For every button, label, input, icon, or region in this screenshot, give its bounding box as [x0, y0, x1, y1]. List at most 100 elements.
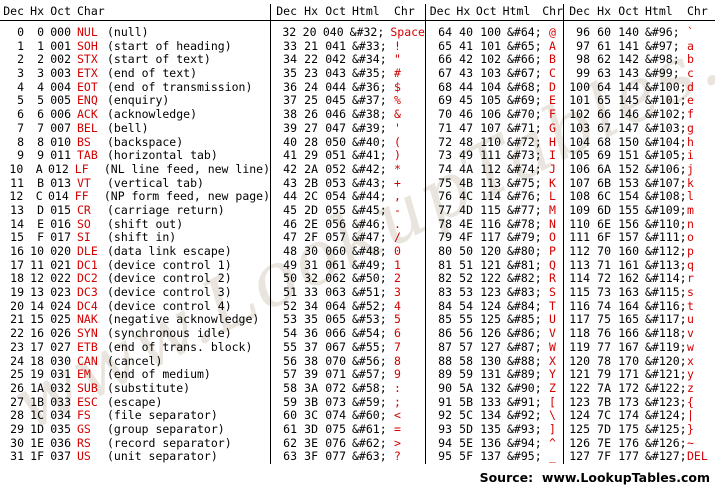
column-header-hx: Hx	[456, 4, 471, 18]
oct-cell: 101	[480, 38, 501, 53]
ascii-row: 1 1 001 SOH (start of heading)	[0, 38, 270, 54]
ascii-row: 85 55 125 &#85; U	[426, 313, 563, 327]
abbr-cell: ETX	[77, 66, 98, 81]
chr-cell: 0	[394, 244, 401, 258]
oct-cell: 133	[480, 394, 501, 409]
ascii-row: 116 74 164 &#116; t	[564, 298, 715, 314]
dec-cell: 107	[569, 175, 590, 190]
chr-cell: O	[549, 230, 556, 245]
dec-cell: 40	[283, 134, 297, 149]
hx-cell: 74	[597, 298, 611, 313]
desc-cell: (null)	[107, 25, 149, 39]
chr-cell: U	[549, 312, 556, 327]
html-cell: &#45;	[352, 202, 387, 217]
oct-cell: 131	[480, 367, 501, 382]
oct-cell: 163	[618, 285, 639, 300]
dec-cell: 70	[438, 107, 452, 122]
oct-cell: 077	[325, 449, 346, 464]
chr-cell: 4	[394, 298, 401, 313]
chr-cell: d	[687, 79, 694, 94]
hx-cell: F	[37, 230, 44, 245]
abbr-cell: SOH	[77, 38, 98, 53]
dec-cell: 8	[17, 134, 24, 149]
oct-cell: 104	[480, 79, 501, 94]
ascii-row: 62 3E 076 &#62; >	[271, 436, 425, 451]
oct-cell: 106	[480, 107, 501, 122]
ascii-row: 107 6B 153 &#107; k	[564, 175, 715, 191]
hx-cell: 35	[304, 312, 318, 327]
html-cell: &#107;	[645, 175, 687, 190]
dec-cell: 69	[438, 93, 452, 108]
chr-cell: ;	[394, 394, 401, 409]
hx-cell: 6C	[597, 189, 611, 204]
html-cell: &#90;	[507, 380, 542, 395]
html-cell: &#73;	[507, 148, 542, 163]
hx-cell: 79	[597, 367, 611, 382]
abbr-cell: DC1	[77, 257, 98, 272]
chr-cell: 7	[394, 339, 401, 354]
hx-cell: 2B	[304, 175, 318, 190]
chr-cell: ]	[549, 421, 556, 436]
dec-cell: 110	[569, 216, 590, 231]
html-cell: &#54;	[352, 326, 387, 341]
chr-cell: Y	[549, 367, 556, 382]
hx-cell: 54	[459, 298, 473, 313]
column-rows: 32 20 040 &#32; Space 33 21 041 &#33;! 34 22 042 &#3…	[271, 25, 425, 464]
hx-cell: 9	[37, 148, 44, 163]
footer-source: Source: www.LookupTables.com	[479, 470, 710, 485]
html-cell: &#40;	[352, 134, 387, 149]
html-cell: &#50;	[352, 271, 387, 286]
hx-cell: 43	[459, 66, 473, 81]
dec-cell: 26	[10, 380, 24, 395]
ascii-row: 127 7F 177 &#127; DEL	[564, 450, 715, 464]
hx-cell: 37	[304, 339, 318, 354]
hx-cell: 46	[459, 107, 473, 122]
dec-cell: 72	[438, 134, 452, 149]
hx-cell: 4E	[459, 216, 473, 231]
html-cell: &#69;	[507, 93, 542, 108]
hx-cell: 2F	[304, 230, 318, 245]
html-cell: &#44;	[352, 189, 387, 204]
hx-cell: 69	[597, 148, 611, 163]
chr-cell: -	[394, 202, 401, 217]
hx-cell: 7	[37, 120, 44, 135]
oct-cell: 121	[480, 257, 501, 272]
column-header-hx: Hx	[597, 4, 611, 18]
hx-cell: 29	[304, 148, 318, 163]
hx-cell: 72	[597, 271, 611, 286]
oct-cell: 074	[325, 408, 346, 423]
html-cell: &#46;	[352, 216, 387, 231]
hx-cell: 34	[304, 298, 318, 313]
hx-cell: 56	[459, 326, 473, 341]
ascii-row: 2 2 002 STX (start of text)	[0, 53, 270, 67]
oct-cell: 056	[325, 216, 346, 231]
dec-cell: 16	[10, 244, 24, 258]
ascii-row: 122 7A 172 &#122; z	[564, 381, 715, 396]
oct-cell: 054	[325, 189, 346, 204]
ascii-row: 47 2F 057 &#47; /	[271, 231, 425, 245]
chr-cell: $	[394, 79, 401, 94]
html-cell: &#77;	[507, 202, 542, 217]
html-cell: &#104;	[645, 134, 687, 149]
chr-cell: #	[394, 66, 401, 81]
hx-cell: 70	[597, 244, 611, 258]
hx-cell: 76	[597, 326, 611, 341]
chr-cell: i	[687, 148, 694, 163]
oct-cell: 161	[618, 257, 639, 272]
desc-cell: (end of trans. block)	[107, 339, 253, 354]
column-header-chr: Chr	[542, 4, 563, 18]
column-header-dec: Dec	[429, 4, 451, 18]
oct-cell: 153	[618, 175, 639, 190]
chr-cell: P	[549, 244, 556, 258]
oct-cell: 033	[50, 394, 71, 409]
dec-cell: 103	[569, 120, 590, 135]
hx-cell: 45	[459, 93, 473, 108]
ascii-row: 33 21 041 &#33;!	[271, 39, 425, 54]
chr-cell: X	[549, 353, 556, 368]
chr-cell: s	[687, 285, 694, 300]
hx-cell: 5D	[459, 421, 473, 436]
desc-cell: (end of medium)	[107, 367, 211, 382]
dec-cell: 48	[283, 244, 297, 258]
hx-cell: 4B	[459, 175, 473, 190]
html-cell: &#118;	[645, 326, 687, 341]
